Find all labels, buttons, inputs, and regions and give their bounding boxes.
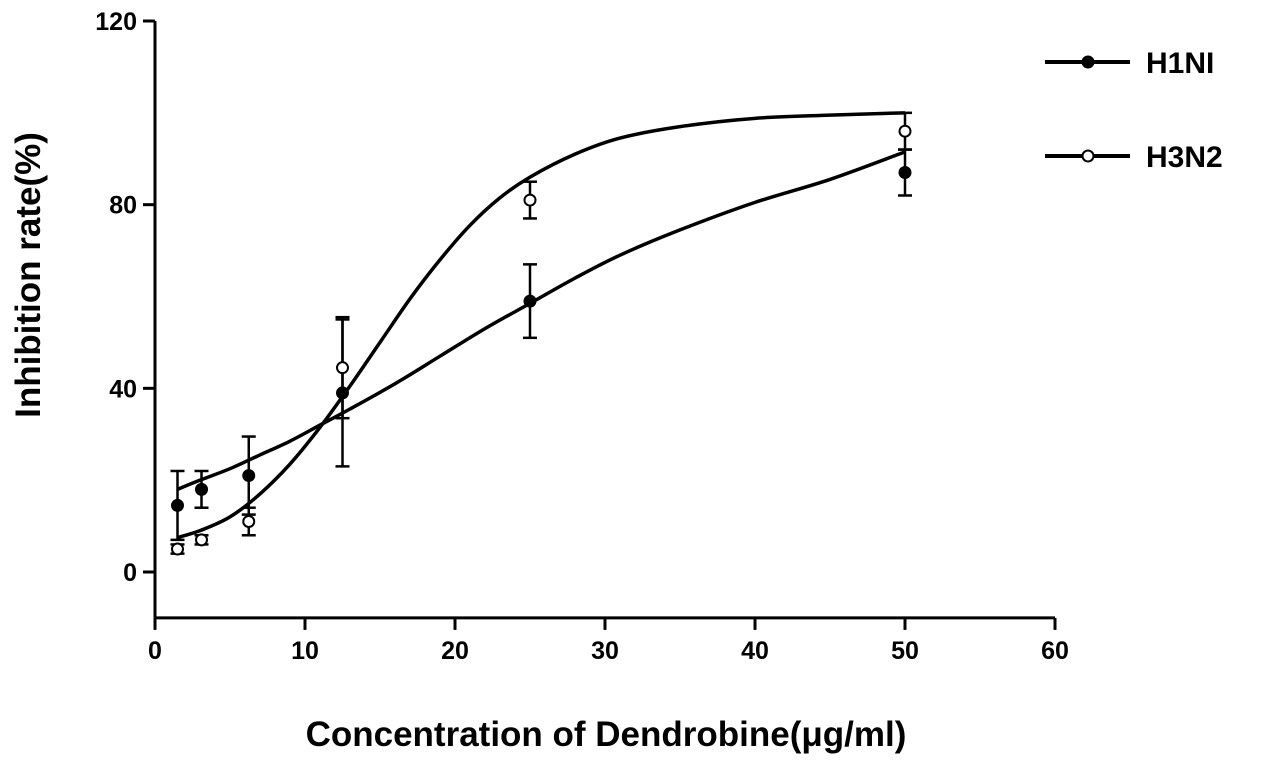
- h1ni-point: [898, 166, 912, 180]
- h1ni-point: [242, 469, 256, 483]
- x-axis-title: Concentration of Dendrobine(μg/ml): [306, 715, 907, 754]
- h1ni-legend-label: H1NI: [1146, 47, 1214, 80]
- y-tick-label: 0: [123, 559, 137, 587]
- error-bars: [170, 111, 912, 555]
- h3n2-point: [336, 361, 349, 375]
- h1ni-point: [523, 294, 537, 308]
- h3n2-point: [195, 533, 208, 547]
- h3n2-point: [242, 514, 256, 528]
- fit-curves: [176, 111, 906, 540]
- h3n2-point: [898, 124, 912, 138]
- x-tick-label: 40: [741, 637, 769, 665]
- y-axis-ticks: 0 40 80 120: [95, 8, 155, 587]
- h1ni-point: [195, 482, 208, 496]
- h1ni-point: [171, 498, 184, 512]
- x-tick-label: 20: [441, 637, 469, 665]
- x-tick-label: 0: [148, 637, 162, 665]
- data-points: [171, 124, 912, 556]
- y-axis-title: Inhibition rate(%): [9, 132, 48, 418]
- x-tick-label: 60: [1041, 637, 1069, 665]
- h1ni-legend-marker: [1081, 55, 1095, 69]
- h3n2-point: [523, 193, 537, 207]
- h3n2-legend-label: H3N2: [1146, 141, 1223, 174]
- h3n2-fit-curve: [176, 111, 906, 540]
- h3n2-legend-marker: [1081, 149, 1095, 163]
- x-axis-ticks: 0 10 20 30 40 50 60: [148, 617, 1069, 665]
- x-tick-label: 10: [291, 637, 319, 665]
- y-tick-label: 120: [95, 8, 137, 36]
- x-tick-label: 50: [891, 637, 919, 665]
- h3n2-point: [171, 542, 184, 556]
- h1ni-point: [336, 386, 349, 400]
- legend: H1NI H3N2: [1045, 47, 1223, 174]
- y-tick-label: 80: [109, 192, 137, 220]
- h1ni-fit-curve: [176, 150, 906, 491]
- x-tick-label: 30: [591, 637, 619, 665]
- axes: [153, 21, 1055, 620]
- y-tick-label: 40: [109, 375, 137, 403]
